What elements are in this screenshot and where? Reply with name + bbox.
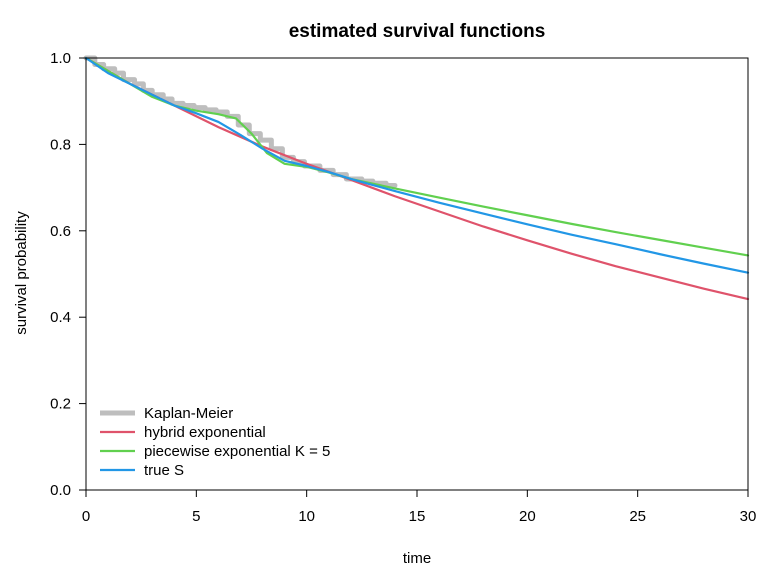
y-tick-label: 0.6 bbox=[50, 223, 71, 240]
x-tick-label: 30 bbox=[740, 508, 757, 525]
x-tick-label: 20 bbox=[519, 508, 536, 525]
series-line-1 bbox=[84, 56, 750, 301]
axes: 0 5 10 15 20 25 30 0.0 0.2 0.4 0.6 0.8 1.0 bbox=[50, 50, 756, 525]
plot-area bbox=[83, 55, 750, 301]
legend-label-1: hybrid exponential bbox=[144, 424, 266, 441]
x-tick-label: 25 bbox=[629, 508, 646, 525]
series-line-3 bbox=[84, 56, 750, 274]
legend: Kaplan-Meier hybrid exponential piecewise … bbox=[100, 405, 330, 479]
y-axis-label: survival probability bbox=[13, 211, 30, 335]
y-tick-label: 0.2 bbox=[50, 396, 71, 413]
x-axis-label: time bbox=[403, 550, 431, 567]
legend-label-3: true S bbox=[144, 462, 184, 479]
x-tick-label: 0 bbox=[82, 508, 90, 525]
x-tick-label: 5 bbox=[192, 508, 200, 525]
x-tick-label: 15 bbox=[409, 508, 426, 525]
x-tick-label: 10 bbox=[298, 508, 315, 525]
y-tick-label: 0.8 bbox=[50, 136, 71, 153]
legend-label-0: Kaplan-Meier bbox=[144, 405, 233, 422]
chart-title: estimated survival functions bbox=[289, 21, 546, 42]
legend-label-2: piecewise exponential K = 5 bbox=[144, 443, 330, 460]
y-tick-label: 0.0 bbox=[50, 482, 71, 499]
series-line-2 bbox=[84, 56, 750, 257]
y-tick-label: 0.4 bbox=[50, 309, 71, 326]
y-tick-label: 1.0 bbox=[50, 50, 71, 67]
